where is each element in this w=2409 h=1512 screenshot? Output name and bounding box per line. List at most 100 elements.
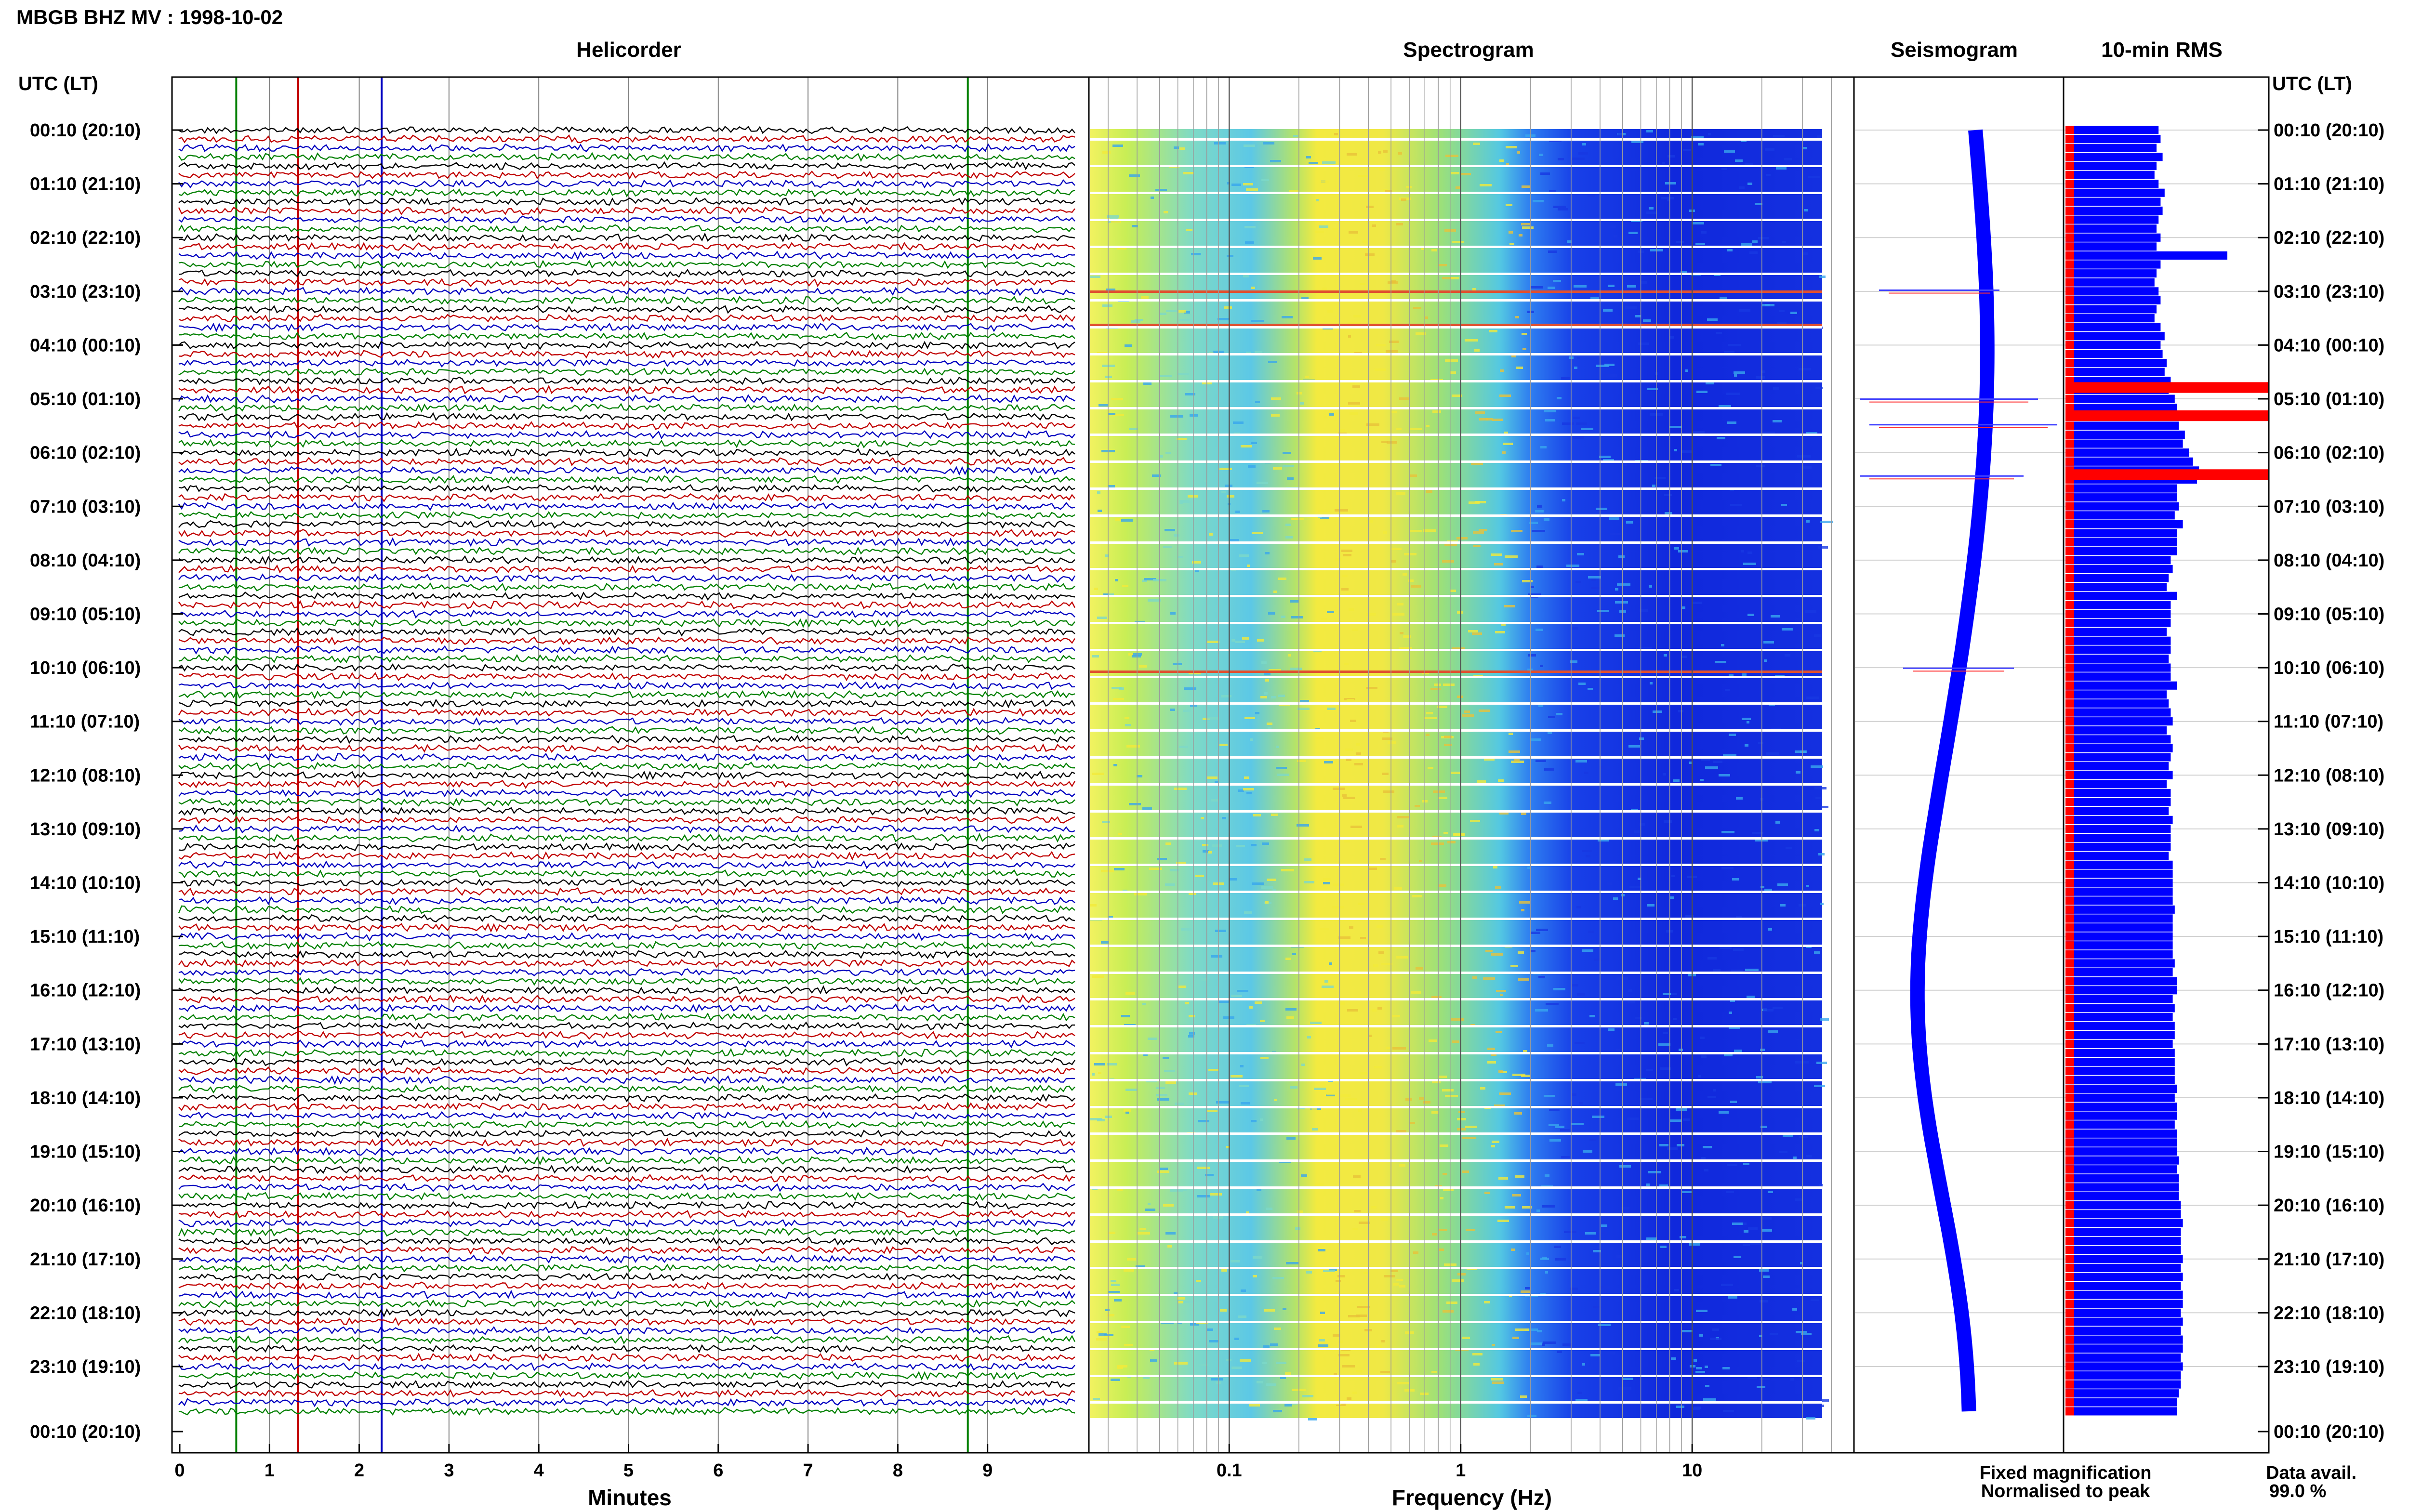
spectrogram-pixel <box>1409 428 1422 430</box>
spectrogram-pixel <box>1139 1228 1146 1230</box>
spectrogram-pixel <box>1334 1373 1337 1375</box>
spectrogram-pixel <box>1281 616 1285 618</box>
spectrogram-pixel <box>1509 733 1513 735</box>
spectrogram-pixel <box>1383 531 1387 534</box>
spectrogram-pixel <box>1252 882 1264 885</box>
spectrogram-pixel <box>1477 780 1486 783</box>
spectrogram-pixel <box>1703 1146 1712 1148</box>
seismogram-plot <box>1855 129 2063 1412</box>
spectrogram-pixel <box>1640 609 1648 612</box>
spectrogram-pixel <box>1278 578 1286 580</box>
spectrogram-pixel <box>1685 369 1688 372</box>
right-time-label: 04:10 (00:10) <box>2274 335 2384 355</box>
left-time-label: 22:10 (18:10) <box>30 1303 141 1323</box>
rms-bar <box>2065 601 2171 609</box>
rms-normalised-bar <box>2065 269 2074 278</box>
spectrogram-pixel <box>1261 661 1267 664</box>
rms-bar <box>2065 1398 2177 1407</box>
spectrogram-pixel <box>1745 163 1753 166</box>
spectrogram-pixel <box>1178 1301 1183 1303</box>
spectrogram-pixel <box>1251 844 1257 846</box>
spectrogram-pixel <box>1310 1022 1322 1024</box>
spectrogram-pixel <box>1212 844 1222 847</box>
rms-normalised-bar <box>2065 950 2074 959</box>
rms-normalised-bar <box>2065 860 2074 869</box>
spectrogram-pixel <box>1349 231 1358 234</box>
helicorder-trace <box>178 1156 1075 1166</box>
spectrogram-pixel <box>1184 687 1196 690</box>
rms-bar <box>2065 1210 2181 1219</box>
spectrogram-pixel <box>1548 250 1557 253</box>
spectrogram-pixel <box>1243 788 1254 790</box>
right-time-label: 11:10 (07:10) <box>2274 712 2383 732</box>
helicorder-trace <box>178 484 1075 493</box>
frequency-tick-label: 0.1 <box>1217 1460 1242 1481</box>
spectrogram-pixel <box>1276 1362 1286 1364</box>
rms-bar <box>2065 1237 2181 1246</box>
left-time-label: 00:10 (20:10) <box>30 1422 141 1442</box>
spectrogram-pixel <box>1639 647 1652 650</box>
spectrogram-pixel <box>1399 1164 1405 1167</box>
spectrogram-pixel <box>1396 956 1408 959</box>
spectrogram-pixel <box>1097 491 1100 494</box>
spectrogram-pixel <box>1661 197 1674 199</box>
spectrogram-pixel <box>1380 858 1386 860</box>
spectrogram-pixel <box>1555 1126 1564 1128</box>
spectrogram-pixel <box>1676 1406 1684 1408</box>
spectrogram-pixel <box>1117 247 1126 250</box>
spectrogram-pixel <box>1189 893 1196 895</box>
helicorder-trace <box>178 528 1075 538</box>
spectrogram-pixel <box>1191 1171 1194 1173</box>
rms-normalised-bar <box>2065 1120 2074 1129</box>
spectrogram-pixel <box>1340 1094 1350 1097</box>
spectrogram-pixel <box>1719 405 1731 408</box>
rms-normalised-bar <box>2065 161 2074 170</box>
spectrogram-pixel <box>1811 1299 1819 1301</box>
spectrogram-pixel <box>1729 1026 1740 1029</box>
helicorder-trace <box>178 1191 1075 1201</box>
rms-bar <box>2065 852 2169 860</box>
rms-bar <box>2065 1407 2177 1416</box>
helicorder-trace <box>178 1317 1075 1327</box>
spectrogram-pixel <box>1102 304 1112 307</box>
spectrogram-pixel <box>1323 878 1331 881</box>
left-time-label: 01:10 (21:10) <box>30 174 141 195</box>
rms-bar <box>2065 565 2173 573</box>
spectrogram-pixel <box>1266 1383 1276 1386</box>
spectrogram-pixel <box>1701 231 1707 234</box>
spectrogram-pixel <box>1273 1410 1282 1412</box>
rms-bar <box>2065 1111 2177 1120</box>
spectrogram-pixel <box>1647 388 1658 390</box>
spectrogram-pixel <box>1143 382 1152 385</box>
right-time-label: 23:10 (19:10) <box>2274 1357 2384 1377</box>
spectrogram-pixel <box>1389 341 1399 343</box>
spectrogram-pixel <box>1591 587 1603 589</box>
spectrogram-pixel <box>1332 228 1338 230</box>
spectrogram-pixel <box>1599 766 1610 769</box>
spectrogram-pixel <box>1099 404 1108 407</box>
spectrogram-pixel <box>1445 155 1458 157</box>
spectrogram-pixel <box>1396 492 1405 495</box>
spectrogram-pixel <box>1244 717 1255 719</box>
spectrogram-pixel <box>1765 148 1774 151</box>
spectrogram-pixel <box>1221 491 1226 493</box>
rms-normalised-bar <box>2065 350 2074 358</box>
spectrogram-pixel <box>1518 978 1529 981</box>
spectrogram-pixel <box>1356 1370 1363 1372</box>
spectrogram-pixel <box>1170 1189 1183 1192</box>
spectrogram-gap <box>1090 595 1822 597</box>
spectrogram-pixel <box>1132 225 1138 227</box>
spectrogram-pixel <box>1221 695 1231 697</box>
spectrogram-pixel <box>1346 759 1351 761</box>
spectrogram-pixel <box>1193 898 1196 901</box>
helicorder-trace <box>178 439 1075 448</box>
helicorder-trace <box>178 1254 1075 1264</box>
spectrogram-pixel <box>1759 1269 1769 1272</box>
spectrogram-pixel <box>1112 145 1123 147</box>
right-time-label: 17:10 (13:10) <box>2274 1034 2384 1054</box>
spectrogram-gap <box>1090 138 1822 141</box>
spectrogram-gap <box>1090 864 1822 866</box>
spectrogram-pixel <box>1349 926 1353 929</box>
spectrogram-pixel <box>1780 904 1786 907</box>
spectrogram-pixel <box>1112 687 1122 689</box>
